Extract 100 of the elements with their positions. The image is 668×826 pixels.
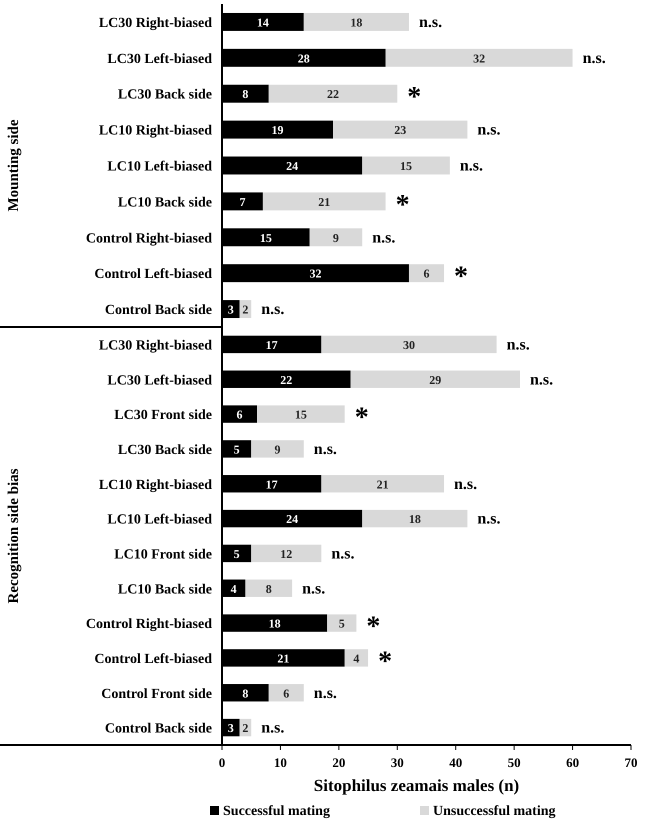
x-axis-title: Sitophilus zeamais males (n) [314,776,520,795]
x-tick-label: 40 [449,755,462,770]
bar [408,264,444,282]
data-label: 6 [236,408,243,422]
annotation: n.s. [477,122,501,139]
bar [321,475,444,492]
annotation: n.s. [582,50,606,67]
annotation: n.s. [261,301,284,318]
y-tick-label: Control Back side [104,722,212,737]
bar [268,684,304,702]
bar [362,156,450,174]
data-label: 8 [266,582,272,596]
y-tick-label: LC10 Left-biased [107,160,212,174]
x-tick-label: 50 [508,755,521,770]
legend-label: Successful mating [223,804,330,819]
bar [262,192,386,210]
annotation: n.s. [506,336,530,354]
data-label: 29 [429,372,442,387]
data-label: 28 [298,51,310,66]
data-label: 17 [266,338,278,352]
annotation: n.s. [302,580,326,598]
annotation: * [454,261,468,292]
data-label: 21 [376,477,389,492]
y-tick-label: LC30 Right-biased [98,338,212,354]
data-label: 8 [242,87,248,102]
bar [327,614,356,632]
data-label: 3 [228,721,234,736]
y-tick-label: Control Back side [104,303,212,318]
data-label: 23 [394,123,406,138]
y-tick-label: LC10 Back side [118,195,212,210]
y-axis-title: Recognition side bias [6,468,22,604]
legend-label: Unsuccessful mating [433,804,556,819]
annotation: n.s. [454,476,478,493]
y-tick-label: Control Left-biased [94,652,212,667]
x-tick-label: 10 [274,755,287,770]
annotation: * [366,611,380,642]
data-label: 9 [332,230,339,245]
data-label: 9 [274,442,281,456]
y-tick-label: LC30 Left-biased [107,373,212,388]
bar [268,84,398,103]
annotation: * [354,402,369,434]
bar [350,370,520,388]
annotation: n.s. [477,510,501,528]
bar [251,440,304,458]
data-label: 6 [424,266,430,281]
data-label: 5 [234,442,240,456]
annotation: n.s. [418,14,442,31]
y-tick-label: LC30 Back side [118,442,212,458]
data-label: 14 [256,15,269,30]
y-tick-label: LC10 Front side [114,547,212,562]
data-label: 21 [318,194,330,209]
bar [386,48,573,67]
y-tick-label: LC30 Front side [114,408,212,424]
annotation: n.s. [460,158,483,174]
data-label: 2 [242,721,248,736]
y-tick-label: Control Front side [101,686,212,702]
y-tick-label: LC30 Left-biased [107,52,212,67]
data-label: 5 [234,546,240,561]
data-label: 24 [286,159,298,173]
data-label: 22 [280,372,292,387]
x-tick-label: 70 [624,755,638,770]
y-tick-label: Control Right-biased [86,617,212,632]
annotation: * [407,82,422,113]
annotation: * [396,189,410,220]
annotation: n.s. [314,684,337,702]
bar [304,12,409,31]
y-tick-label: Control Left-biased [94,267,212,282]
data-label: 17 [266,477,278,492]
x-tick-label: 0 [218,755,226,770]
data-label: 15 [260,230,272,245]
data-label: 32 [473,51,486,66]
y-tick-label: Control Right-biased [86,231,212,246]
y-tick-label: LC10 Right-biased [98,478,212,493]
annotation: * [378,646,392,677]
y-tick-label: LC30 Right-biased [98,16,212,31]
annotation: n.s. [530,371,554,388]
x-tick-label: 30 [390,755,404,770]
data-label: 30 [402,338,415,352]
bar [321,336,497,354]
data-label: 6 [283,686,290,700]
data-label: 18 [350,15,362,30]
annotation: n.s. [372,229,396,246]
data-label: 8 [242,686,248,700]
bar [333,120,468,139]
data-label: 3 [228,302,234,317]
data-label: 19 [272,123,284,138]
y-tick-label: LC10 Left-biased [107,512,212,528]
data-label: 7 [239,194,246,209]
bar [251,544,322,562]
annotation: n.s. [261,720,284,737]
data-label: 5 [338,616,345,631]
annotation: n.s. [314,440,337,458]
y-tick-label: LC10 Back side [118,582,212,598]
data-label: 22 [327,87,340,102]
data-label: 32 [309,266,322,281]
data-label: 18 [268,616,281,631]
data-label: 4 [353,651,360,666]
bar [257,405,345,423]
data-label: 12 [280,546,292,561]
x-tick-label: 60 [566,755,580,770]
